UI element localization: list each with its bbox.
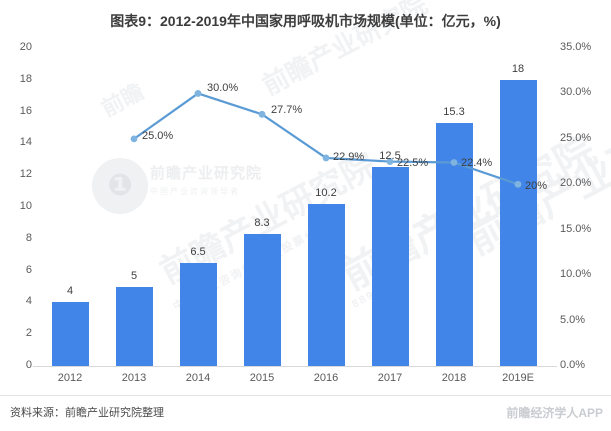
y-axis-tick-right: 20.0%	[560, 177, 592, 190]
y-axis-tick-right: 10.0%	[560, 268, 592, 281]
bar-2016[interactable]	[307, 203, 345, 366]
x-axis-tick: 2019E	[502, 372, 534, 384]
y-axis-tick-left: 8	[25, 231, 32, 244]
bar-value-label: 10.2	[315, 186, 337, 199]
bar-value-label: 5	[130, 269, 138, 282]
bar-value-label: 8.3	[254, 217, 270, 230]
line-value-label: 20%	[525, 180, 548, 193]
y-axis-tick-left: 18	[19, 72, 32, 85]
x-axis-tick: 2012	[57, 372, 83, 384]
bar-value-label: 18	[511, 62, 525, 75]
line-value-label: 27.7%	[271, 104, 303, 117]
line-value-label: 22.9%	[333, 150, 365, 163]
y-axis-tick-left: 0	[25, 359, 32, 371]
y-axis-tick-left: 2	[25, 327, 32, 340]
y-axis-tick-left: 4	[25, 295, 32, 308]
x-axis-tick: 2014	[185, 372, 211, 384]
line-value-label: 22.4%	[461, 157, 493, 170]
bar-value-label: 4	[66, 285, 74, 298]
x-axis-tick: 2018	[441, 372, 467, 384]
bar-2017[interactable]	[371, 167, 409, 366]
y-axis-tick-right: 15.0%	[560, 222, 592, 235]
y-axis-tick-left: 10	[19, 200, 32, 212]
x-axis-tick: 2016	[313, 372, 339, 384]
x-axis-tick: 2017	[377, 372, 403, 384]
bar-value-label: 15.3	[443, 105, 465, 118]
bar-2014[interactable]	[179, 262, 217, 366]
source-note: 资料来源：前瞻产业研究院整理	[10, 407, 164, 419]
bar-2013[interactable]	[115, 286, 153, 366]
y-axis-tick-right: 5.0%	[560, 313, 586, 326]
bar-value-label: 6.5	[190, 245, 206, 258]
line-value-label: 25.0%	[142, 129, 174, 142]
y-axis-tick-right: 25.0%	[560, 131, 592, 144]
y-axis-tick-right: 35.0%	[560, 41, 592, 53]
y-axis-tick-left: 16	[19, 104, 32, 117]
y-axis-tick-left: 20	[19, 41, 32, 53]
x-axis-tick: 2015	[249, 372, 275, 384]
bar-2019E[interactable]	[499, 79, 537, 366]
line-value-label: 22.5%	[397, 156, 429, 169]
x-axis-tick: 2013	[121, 372, 147, 384]
bar-2012[interactable]	[51, 302, 89, 366]
app-watermark: 前瞻经济学人APP	[506, 404, 603, 421]
y-axis-tick-right: 0.0%	[560, 359, 586, 371]
chart-title: 图表9：2012-2019年中国家用呼吸机市场规模(单位：亿元，%)	[110, 13, 501, 29]
footer-divider	[0, 395, 611, 396]
line-value-label: 30.0%	[207, 82, 239, 95]
axis-baseline	[33, 366, 557, 367]
y-axis-tick-right: 30.0%	[560, 86, 592, 99]
bar-2015[interactable]	[243, 234, 281, 366]
y-axis-tick-left: 14	[19, 136, 32, 149]
app-watermark-text: 前瞻经济学人APP	[506, 406, 603, 420]
y-axis-tick-left: 12	[19, 168, 32, 181]
y-axis-tick-left: 6	[25, 263, 32, 276]
